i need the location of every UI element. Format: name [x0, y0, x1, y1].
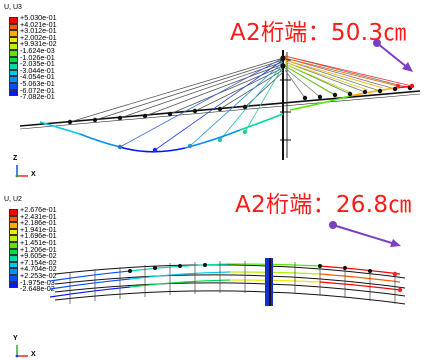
legend-color-swatch [9, 50, 18, 57]
legend-value-label: +4.021e-01 [20, 19, 57, 29]
displacement-arrow [373, 39, 413, 72]
legend-value-label: +2.253e-02 [20, 271, 57, 280]
legend-color-swatch [9, 222, 18, 229]
legend-value-label: -5.063e-01 [20, 79, 55, 88]
axis-triad-icon [15, 165, 28, 178]
legend-color-swatch [9, 23, 18, 31]
legend-value-label: -7.082e-01 [20, 92, 55, 102]
axis-label-right: X [31, 171, 36, 178]
contour-legend-u2: U, U2 +2.676e-01 +2.431e-01 +2.186e-01 +1.9… [4, 196, 57, 296]
legend-value-label: +2.186e-01 [20, 218, 57, 228]
legend-color-swatch [9, 255, 18, 262]
legend-value-label: -6.072e-01 [20, 85, 55, 95]
bridge-deformation-model [15, 39, 421, 178]
legend-body: +2.676e-01 +2.431e-01 +2.186e-01 +1.941e-01… [4, 206, 57, 296]
legend-value-label: -3.044e-01 [20, 65, 55, 75]
contour-panel-horizontal-displacement: U, U2 +2.676e-01 +2.431e-01 +2.186e-01 +1.9… [0, 180, 433, 360]
legend-value-label: +4.704e-02 [20, 264, 57, 274]
legend-color-swatch [9, 228, 18, 236]
legend-value-label: -1.975e-03 [20, 277, 55, 287]
legend-color-swatch [9, 17, 18, 24]
legend-value-label: +2.676e-01 [20, 205, 57, 214]
legend-color-swatch [9, 76, 18, 83]
legend-value-label: -1.624e-03 [20, 46, 55, 55]
axis-label-up: Z [13, 155, 18, 162]
legend-value-label: +7.154e-02 [20, 257, 57, 267]
legend-value-label: +2.431e-01 [20, 211, 57, 221]
contour-legend-u3: U, U3 +5.030e-01 +4.021e-01 +3.012e-01 +2.0… [4, 4, 57, 104]
legend-value-label: +2.002e-01 [20, 32, 57, 42]
axis-label-up: Y [13, 335, 18, 342]
legend-title: U, U2 [4, 196, 22, 203]
legend-color-swatch [9, 69, 18, 77]
legend-value-label: +1.451e-01 [20, 238, 57, 247]
legend-title: U, U3 [4, 4, 22, 11]
legend-value-label: +5.030e-01 [20, 13, 57, 22]
deformed-deck-lines [49, 263, 401, 298]
legend-color-swatch [9, 63, 18, 70]
tower-plan [265, 258, 273, 306]
legend-color-swatch [9, 89, 18, 97]
legend-body: +5.030e-01 +4.021e-01 +3.012e-01 +2.002e-01… [4, 14, 57, 104]
legend-value-label: +9.931e-02 [20, 39, 57, 49]
legend-color-swatch [9, 215, 18, 223]
legend-color-swatch [9, 248, 18, 256]
contour-panel-vertical-displacement: U, U3 +5.030e-01 +4.021e-01 +3.012e-01 +2.0… [4, 4, 421, 178]
legend-color-swatch [9, 275, 18, 282]
axis-label-right: X [31, 351, 36, 358]
legend-value-label: -4.054e-01 [20, 72, 55, 82]
legend-value-label: -2.035e-01 [20, 59, 55, 69]
node-markers [128, 263, 403, 293]
legend-color-swatch [9, 43, 18, 50]
axis-triad-icon [15, 345, 28, 358]
legend-value-label: +3.012e-01 [20, 26, 57, 36]
node-markers [67, 55, 415, 153]
cross-beams [69, 261, 396, 304]
bridge-plan-deformation-model [15, 221, 406, 358]
right-span-cables [284, 55, 413, 99]
legend-color-swatch [9, 268, 18, 275]
legend-color-swatch [9, 281, 18, 289]
legend-color-swatch [9, 261, 18, 269]
deformed-girder-curve [39, 113, 284, 153]
original-deck-lines [54, 264, 406, 305]
legend-color-swatch [9, 30, 18, 37]
legend-color-swatch [9, 235, 18, 242]
legend-value-label: -2.648e-02 [20, 284, 55, 294]
legend-color-swatch [9, 209, 18, 216]
left-span-cables [69, 57, 284, 151]
legend-value-label: -1.026e-01 [20, 52, 55, 62]
legend-color-swatch [9, 56, 18, 64]
legend-value-label: +1.696e-01 [20, 231, 57, 241]
legend-color-swatch [9, 36, 18, 44]
legend-value-label: +9.605e-02 [20, 251, 57, 261]
legend-value-label: +1.941e-01 [20, 224, 57, 234]
callout-girder-end-displacement: A2桁端：26.8㎝ [235, 192, 412, 218]
legend-value-label: +1.206e-01 [20, 244, 57, 254]
legend-color-swatch [9, 242, 18, 249]
displacement-arrow [329, 221, 401, 247]
legend-color-swatch [9, 83, 18, 90]
